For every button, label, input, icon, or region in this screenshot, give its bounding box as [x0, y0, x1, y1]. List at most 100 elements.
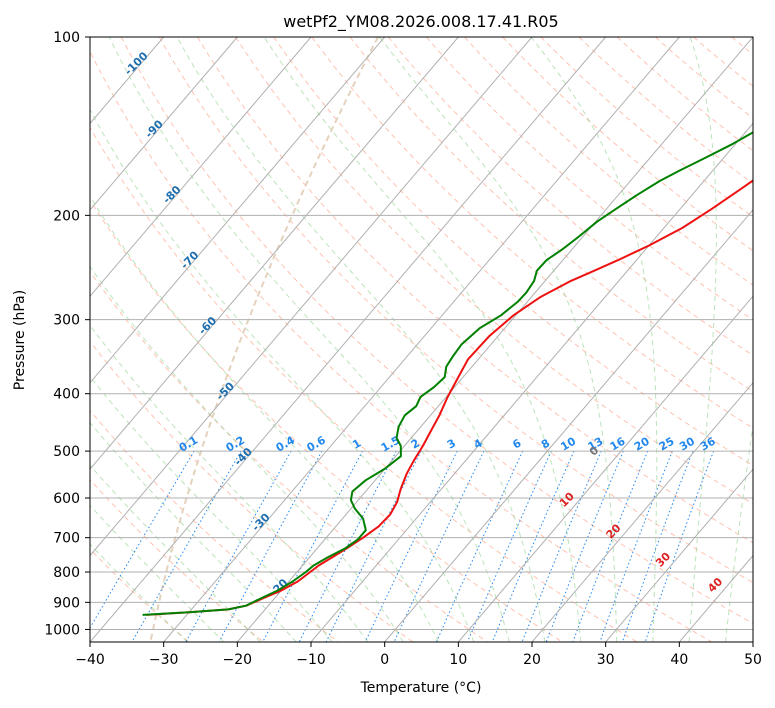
mixing-ratio-line	[521, 450, 602, 642]
x-tick-label: −20	[223, 652, 253, 668]
y-tick-label: 800	[53, 565, 80, 581]
isotherm-label: -50	[214, 379, 237, 402]
dry-adiabat	[273, 37, 753, 467]
dry-adiabat	[387, 37, 753, 356]
x-axis: −40 −30 −20 −10 0 10 20 30 40 50	[75, 642, 762, 668]
profiles	[142, 131, 753, 616]
saturation-curve	[149, 37, 379, 642]
x-axis-label: Temperature (°C)	[360, 680, 482, 696]
dry-adiabat	[578, 37, 753, 185]
mixing-ratio-line	[572, 450, 649, 642]
isotherm	[163, 37, 680, 642]
isotherm-label: -100	[122, 49, 151, 78]
dry-adiabat	[426, 37, 753, 321]
isotherm	[678, 554, 753, 642]
y-tick-label: 300	[53, 313, 80, 329]
moist-adiabat	[90, 464, 261, 642]
moist-adiabat	[90, 108, 475, 642]
dry-adiabat	[158, 37, 753, 584]
gridlines	[90, 37, 753, 642]
isotherm	[90, 37, 533, 557]
isotherm	[457, 295, 753, 642]
mixing-ratio-line	[435, 450, 524, 642]
moist-adiabat	[90, 324, 369, 642]
inline-labels: 0.1 0.2 0.4 0.6 1 1.5 2 3 4 6 8 10 13 16 20 25 30 36-100-…	[122, 49, 726, 642]
dry-adiabat	[120, 37, 753, 625]
plot-frame	[89, 36, 754, 643]
dry-adiabat	[90, 270, 488, 642]
isotherm-label: -90	[143, 117, 166, 140]
x-tick-label: 10	[449, 652, 467, 668]
y-tick-label: 100	[53, 30, 80, 46]
mixing-ratio-label: 8	[539, 437, 552, 452]
moist-adiabat	[263, 37, 582, 642]
dry-adiabat	[235, 37, 753, 505]
dry-adiabat	[311, 37, 753, 429]
y-tick-label: 600	[53, 491, 80, 507]
mixing-ratio-line	[644, 450, 715, 642]
isotherm	[90, 37, 607, 642]
moist-adiabat	[176, 37, 546, 642]
dry-adiabat	[349, 37, 753, 392]
moist-adiabat	[688, 37, 717, 642]
y-tick-label: 700	[53, 531, 80, 547]
mixing-ratio-line	[621, 450, 694, 642]
y-tick-label: 400	[53, 387, 80, 403]
isotherm	[605, 468, 753, 642]
moist-adiabat	[90, 195, 439, 642]
x-tick-label: −10	[296, 652, 326, 668]
isotherm-label: -60	[196, 314, 219, 337]
moist-adiabat	[108, 37, 510, 642]
mixing-ratio-line	[185, 450, 292, 642]
moist-adiabat	[90, 265, 404, 642]
dry-adiabat	[770, 37, 775, 642]
x-tick-label: 50	[744, 652, 762, 668]
dry-adiabat	[90, 199, 563, 642]
mixing-ratio-line	[599, 450, 673, 642]
y-tick-label: 1000	[44, 622, 80, 638]
moist-adiabat	[725, 422, 753, 642]
dry-adiabat	[90, 50, 712, 642]
dry-adiabat	[464, 37, 753, 286]
mixing-ratio-label: 1	[350, 437, 363, 452]
mixing-ratio-line	[467, 450, 552, 642]
x-tick-label: 30	[597, 652, 615, 668]
mixing-ratio-label: 6	[510, 436, 523, 451]
isotherm	[310, 122, 753, 642]
dewpoint-profile	[142, 131, 753, 616]
isotherm-label: -30	[249, 510, 272, 533]
mixing-ratio-label: 3	[445, 437, 458, 452]
chart-title: wetPf2_YM08.2026.008.17.41.R05	[283, 12, 558, 32]
dry-adiabat	[540, 37, 753, 218]
dry-adiabat	[90, 126, 638, 642]
y-tick-label: 500	[53, 444, 80, 460]
y-tick-label: 200	[53, 208, 80, 224]
background-lines	[90, 37, 775, 642]
x-tick-label: 20	[523, 652, 541, 668]
mixing-ratio-line	[90, 450, 195, 629]
isotherm	[90, 37, 238, 211]
mixing-ratio-line	[262, 450, 363, 642]
moist-adiabat	[90, 504, 225, 642]
dry-adiabat	[693, 37, 753, 87]
mixing-ratio-line	[393, 450, 485, 642]
temperature-profile	[146, 179, 753, 616]
isotherm-label: -80	[160, 183, 183, 206]
x-tick-label: −40	[75, 652, 105, 668]
mixing-ratio-line	[131, 450, 242, 642]
mixing-ratio-line	[218, 450, 323, 642]
dry-adiabat	[90, 409, 339, 642]
mixing-ratio-line	[491, 450, 575, 642]
isotherm	[384, 209, 753, 642]
isotherm	[752, 641, 753, 642]
isotherm	[90, 37, 459, 470]
y-axis: 100 200 300 400 500 600 700 800 900 1000	[44, 30, 90, 638]
isotherm	[531, 381, 753, 642]
dry-adiabat	[502, 37, 753, 252]
isotherm	[90, 37, 312, 298]
x-tick-label: −30	[149, 652, 179, 668]
moist-adiabat	[379, 37, 618, 642]
y-tick-label: 900	[53, 595, 80, 611]
moist-adiabat	[530, 37, 658, 642]
